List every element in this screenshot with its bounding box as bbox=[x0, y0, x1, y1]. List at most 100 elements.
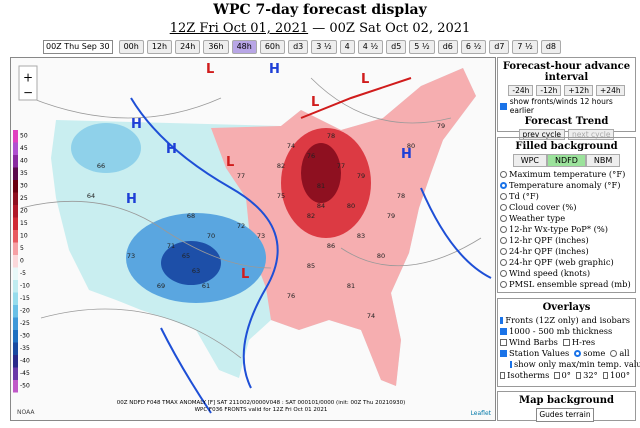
colorbar-label: 15 bbox=[20, 220, 28, 227]
radio[interactable] bbox=[500, 270, 507, 277]
checkbox[interactable] bbox=[500, 339, 507, 346]
prev-cycle[interactable]: prev cycle bbox=[518, 129, 566, 140]
pressure-center: H bbox=[126, 192, 137, 207]
zoom-in[interactable]: + bbox=[23, 71, 33, 85]
overlay-row: 1000 - 500 mb thickness bbox=[500, 326, 633, 337]
overlay-row: Fronts (12Z only) and isobars bbox=[500, 315, 633, 326]
valid-end: 00Z Sat Oct 02, 2021 bbox=[329, 21, 471, 36]
cycle-select[interactable]: 00Z Thu Sep 30 bbox=[43, 40, 113, 54]
radio[interactable] bbox=[500, 171, 507, 178]
field-option: Temperature anomaly (°F) bbox=[500, 180, 633, 191]
checkbox[interactable] bbox=[500, 372, 506, 379]
colorbar-label: -50 bbox=[20, 383, 30, 390]
colorbar-label: -40 bbox=[20, 358, 30, 365]
field-option: Weather type bbox=[500, 213, 633, 224]
zoom-out[interactable]: − bbox=[23, 86, 33, 100]
radio[interactable] bbox=[500, 237, 507, 244]
colorbar-label: 10 bbox=[20, 233, 28, 240]
colorbar-swatch bbox=[13, 280, 18, 293]
pressure-center: H bbox=[269, 62, 280, 77]
forecast-hour-button[interactable]: 3 ½ bbox=[311, 40, 337, 54]
zoom-control bbox=[18, 65, 38, 101]
radio[interactable] bbox=[574, 350, 582, 357]
station-value: 80 bbox=[347, 202, 355, 210]
advance-button[interactable]: -24h bbox=[508, 85, 534, 96]
station-value: 77 bbox=[237, 172, 245, 180]
checkbox[interactable] bbox=[575, 372, 582, 379]
overlay-row: Station Values some all bbox=[500, 348, 633, 359]
source-tab[interactable]: WPC bbox=[512, 154, 548, 167]
forecast-hour-button[interactable]: 24h bbox=[175, 40, 201, 54]
checkbox[interactable] bbox=[500, 317, 504, 324]
forecast-hour-button[interactable]: d3 bbox=[288, 40, 309, 54]
forecast-hour-button[interactable]: 36h bbox=[203, 40, 229, 54]
field-list: Maximum temperature (°F) Temperature anom… bbox=[500, 169, 633, 290]
checkbox[interactable] bbox=[500, 350, 507, 357]
radio[interactable] bbox=[500, 193, 507, 200]
pressure-centers: H H H H L L L L H L bbox=[126, 62, 412, 282]
forecast-hour-button[interactable]: d8 bbox=[540, 40, 561, 54]
valid-start: 12Z Fri Oct 01, 2021 bbox=[169, 21, 309, 36]
radio[interactable] bbox=[500, 281, 507, 288]
forecast-hour-button[interactable]: 00h bbox=[118, 40, 144, 54]
radio-label: Weather type bbox=[509, 213, 566, 223]
colorbar-swatch bbox=[13, 267, 18, 280]
colorbar-swatch bbox=[13, 155, 18, 168]
colorbar-swatch bbox=[13, 355, 18, 368]
forecast-hour-button[interactable]: 60h bbox=[259, 40, 286, 54]
colorbar-label: -35 bbox=[20, 345, 30, 352]
advance-button[interactable]: +12h bbox=[564, 85, 594, 96]
checkbox[interactable] bbox=[510, 361, 512, 368]
colorbar-label: 50 bbox=[20, 133, 28, 140]
forecast-hour-button[interactable]: 6 ½ bbox=[460, 40, 487, 54]
forecast-hour-button[interactable]: d5 bbox=[386, 40, 407, 54]
colorbar-label: -10 bbox=[20, 283, 30, 290]
overlay-list: Fronts (12Z only) and isobars 1000 - 500 … bbox=[500, 315, 640, 381]
checkbox[interactable] bbox=[500, 328, 507, 335]
checkbox[interactable] bbox=[554, 372, 560, 379]
radio[interactable] bbox=[500, 204, 507, 211]
checkbox[interactable] bbox=[500, 102, 507, 110]
forecast-hour-button[interactable]: 4 bbox=[339, 40, 355, 54]
colorbar-swatch bbox=[13, 167, 18, 180]
overlay-row: Wind Barbs H-res bbox=[500, 337, 633, 348]
pressure-center: L bbox=[311, 95, 319, 110]
radio[interactable] bbox=[500, 215, 507, 222]
advance-button[interactable]: -12h bbox=[536, 85, 562, 96]
radio[interactable] bbox=[500, 182, 507, 189]
radio[interactable] bbox=[500, 248, 507, 255]
radio[interactable] bbox=[610, 350, 618, 357]
pressure-center: H bbox=[401, 147, 412, 162]
colorbar-swatch bbox=[13, 230, 18, 243]
field-option: Td (°F) bbox=[500, 191, 633, 202]
colorbar-label: -30 bbox=[20, 333, 30, 340]
station-value: 78 bbox=[327, 132, 335, 140]
section-title: Filled background bbox=[515, 141, 618, 152]
radio[interactable] bbox=[500, 259, 507, 266]
forecast-hour-button[interactable]: 12h bbox=[146, 40, 173, 54]
field-option: 12-hr QPF (inches) bbox=[500, 235, 633, 246]
source-tab[interactable]: NBM bbox=[585, 154, 621, 167]
colorbar-label: -15 bbox=[20, 295, 30, 302]
attribution[interactable]: Leaflet bbox=[471, 410, 492, 417]
map-bg-select[interactable]: Gudes terrain bbox=[536, 408, 594, 422]
forecast-hour-button[interactable]: 48h bbox=[231, 40, 257, 54]
checkbox[interactable] bbox=[602, 372, 608, 379]
checkbox-label: 100° bbox=[610, 370, 630, 380]
checkbox[interactable] bbox=[562, 339, 570, 346]
forecast-hour-button[interactable]: 5 ½ bbox=[409, 40, 435, 54]
radio[interactable] bbox=[500, 226, 507, 233]
forecast-hour-button[interactable]: d6 bbox=[437, 40, 458, 54]
source-tab[interactable]: NDFD bbox=[547, 154, 586, 167]
earlier-row: show fronts/winds 12 hours earlier bbox=[500, 97, 633, 115]
station-value: 68 bbox=[187, 212, 195, 220]
forecast-hour-button[interactable]: 4 ½ bbox=[357, 40, 384, 54]
field-option: Wind speed (knots) bbox=[500, 268, 633, 279]
advance-button[interactable]: +24h bbox=[596, 85, 625, 96]
checkbox-label: 1000 - 500 mb thickness bbox=[509, 326, 613, 336]
colorbar-swatch bbox=[13, 367, 18, 380]
forecast-hour-button[interactable]: d7 bbox=[489, 40, 510, 54]
forecast-hour-button[interactable]: 7 ½ bbox=[512, 40, 538, 54]
